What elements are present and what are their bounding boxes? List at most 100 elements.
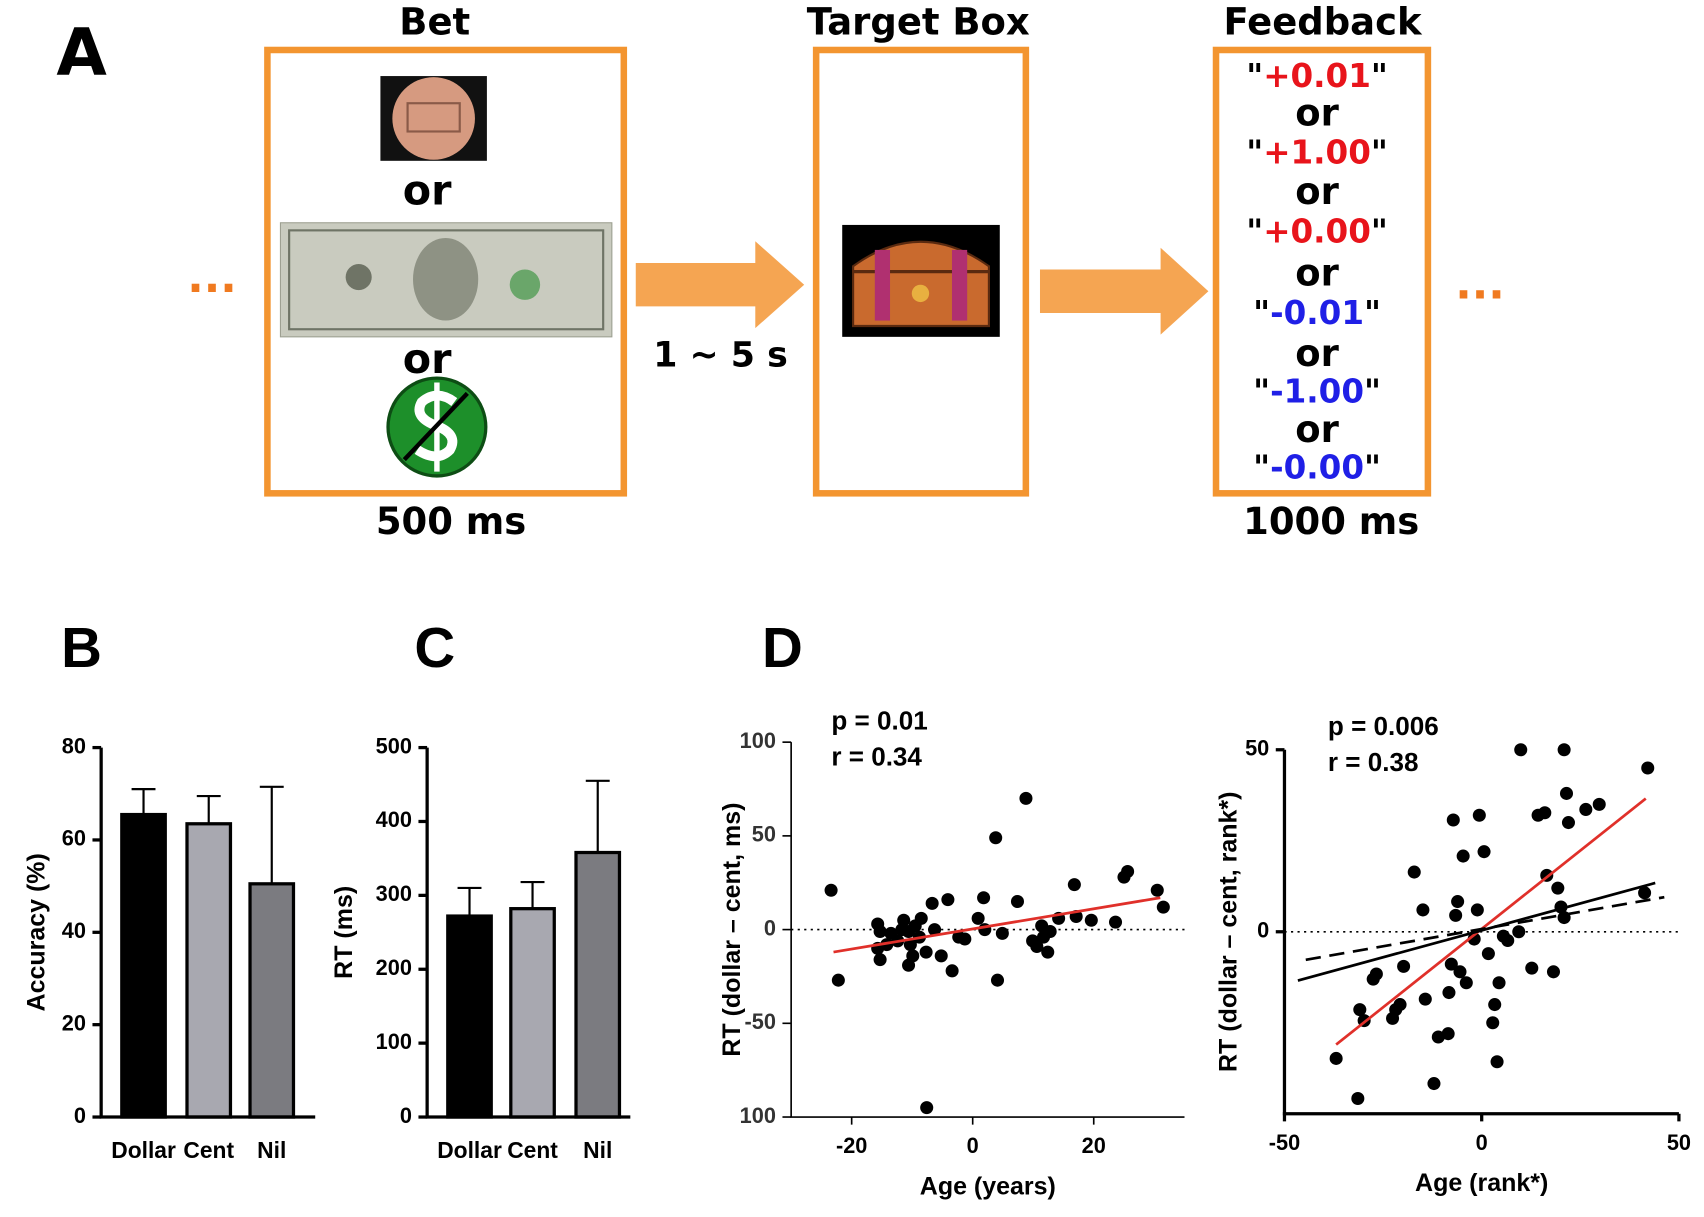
point	[1456, 849, 1470, 863]
x-tick-label: 20	[1082, 1133, 1106, 1158]
x-axis-label: Age (years)	[920, 1172, 1056, 1200]
y-tick-label: 60	[62, 826, 86, 851]
y-tick-label: 300	[376, 881, 412, 906]
y-tick-label: 200	[376, 955, 412, 980]
feedback-value: "-0.00"	[1253, 448, 1381, 486]
y-tick-label: 100	[376, 1029, 412, 1054]
y-tick-label: 40	[62, 918, 86, 943]
point	[1641, 761, 1655, 775]
point	[928, 923, 942, 937]
or-label: or	[1295, 251, 1339, 294]
y-tick-label: 0	[400, 1103, 412, 1128]
point	[1427, 1077, 1441, 1091]
point	[1449, 908, 1463, 922]
point	[941, 893, 955, 907]
point	[1393, 998, 1407, 1012]
point	[945, 964, 959, 978]
point	[920, 1101, 934, 1115]
x-tick-label: -50	[1269, 1130, 1300, 1155]
panel-label: A	[56, 15, 107, 91]
quote: "	[1371, 57, 1388, 95]
ellipsis: ...	[1455, 259, 1505, 309]
point	[1108, 915, 1123, 929]
point	[1492, 976, 1506, 990]
chest-icon	[842, 224, 1000, 337]
point	[1019, 791, 1033, 805]
point	[1418, 992, 1432, 1006]
point	[1451, 895, 1465, 909]
or-label: or	[1295, 408, 1339, 451]
quote: "	[1364, 448, 1381, 486]
point	[1351, 1091, 1365, 1106]
point	[1557, 743, 1571, 757]
quote: "	[1371, 213, 1388, 251]
quote: "	[1253, 372, 1270, 410]
point	[1472, 808, 1486, 822]
point	[1592, 797, 1606, 811]
arrow	[1039, 247, 1209, 335]
y-tick-label: 0	[764, 915, 776, 940]
ellipsis: ...	[187, 253, 237, 303]
quote: "	[1253, 294, 1270, 332]
annotation: r = 0.34	[831, 741, 922, 771]
x-tick-label: 0	[967, 1133, 979, 1158]
x-axis-label: Age (rank*)	[1415, 1169, 1548, 1197]
point	[1525, 961, 1539, 975]
panel-label: C	[414, 616, 455, 679]
bar	[185, 822, 233, 1119]
point	[1559, 786, 1574, 800]
stage-title: Feedback	[1223, 0, 1423, 43]
point	[1514, 743, 1528, 757]
point	[902, 958, 916, 972]
point	[995, 926, 1009, 940]
y-tick-label: 500	[376, 733, 412, 758]
y-tick-label: 80	[62, 733, 86, 758]
point	[914, 911, 928, 925]
point	[977, 891, 991, 905]
dollar-icon	[279, 222, 613, 338]
point	[1470, 903, 1484, 917]
quote: "	[1364, 372, 1381, 410]
point	[989, 831, 1003, 845]
y-tick-label: 50	[752, 822, 776, 847]
point	[873, 924, 887, 938]
point	[958, 932, 972, 946]
feedback-value: "+0.01"	[1246, 57, 1388, 95]
point	[1407, 865, 1421, 879]
point	[1369, 967, 1383, 981]
point	[1441, 1027, 1455, 1041]
y-axis-label: RT (ms)	[330, 886, 358, 979]
or-label: or	[1295, 92, 1339, 135]
point	[990, 973, 1005, 987]
y-axis-label: RT (dollar – cent, rank*)	[1215, 792, 1243, 1072]
fit-line	[1297, 881, 1656, 982]
x-tick-label: Cent	[183, 1137, 234, 1163]
bar	[509, 907, 556, 1119]
duration: 500 ms	[376, 500, 526, 543]
point	[1486, 1016, 1500, 1030]
point	[1481, 947, 1495, 961]
point	[1459, 976, 1473, 990]
point	[1638, 886, 1652, 900]
point	[934, 949, 948, 963]
bar	[248, 882, 296, 1119]
feedback-value: "-0.01"	[1253, 294, 1381, 332]
point	[1431, 1030, 1445, 1044]
y-axis-label: RT (dollar – cent, ms)	[718, 803, 746, 1057]
or-label: or	[403, 166, 452, 214]
point	[1150, 883, 1164, 897]
point	[831, 973, 845, 987]
x-tick-label: 50	[1667, 1130, 1691, 1155]
point	[925, 896, 939, 910]
feedback-amount: +1.00	[1263, 133, 1371, 171]
quote: "	[1246, 213, 1263, 251]
quote: "	[1246, 133, 1263, 171]
stage-title: Target Box	[807, 0, 1030, 43]
x-tick-label: 0	[1476, 1130, 1488, 1155]
point	[903, 938, 917, 952]
point	[1551, 881, 1565, 895]
point	[1121, 864, 1135, 879]
feedback-list: "+0.01""+1.00""+0.00""-0.01""-1.00""-0.0…	[1246, 57, 1388, 486]
point	[1156, 900, 1170, 914]
